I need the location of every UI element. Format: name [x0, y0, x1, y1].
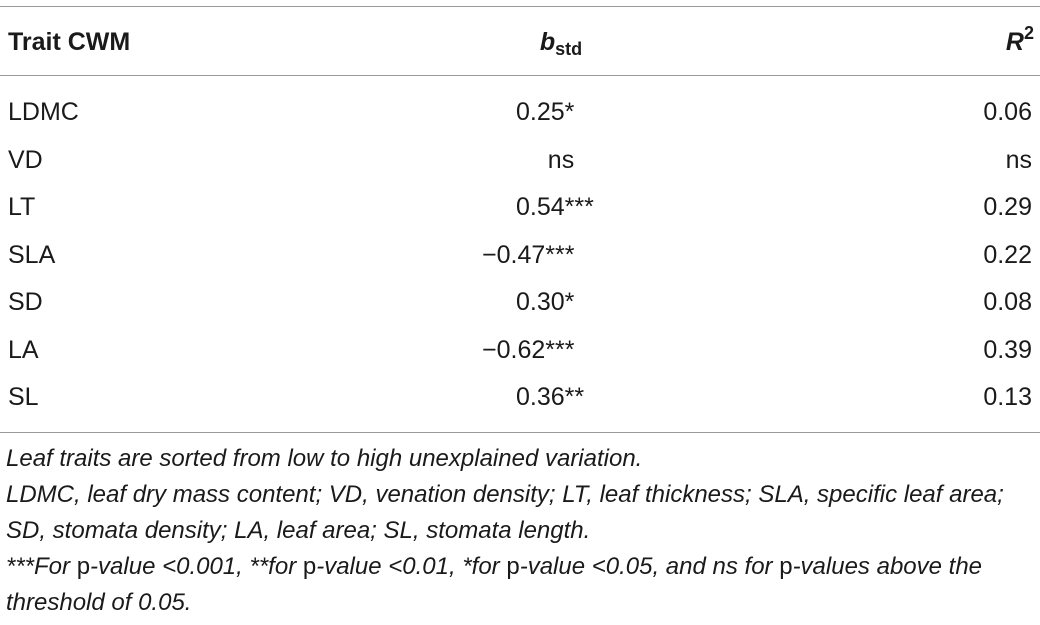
r2-cell: 0.13 — [983, 383, 1032, 411]
table-row: SLA −0.47*** 0.22 — [0, 232, 1040, 280]
b-std-value: −0.62*** — [482, 335, 575, 364]
b-std-value: 0.30* — [516, 288, 575, 316]
table-header-rule — [0, 75, 1040, 76]
footnote-part: ***For — [6, 553, 77, 580]
trait-cell: SLA — [8, 240, 56, 269]
table-footnotes: Leaf traits are sorted from low to high … — [6, 441, 1036, 621]
table-row: LDMC 0.25* 0.06 — [0, 89, 1040, 137]
footnote-part: -value <0.05, and ns for — [519, 553, 780, 580]
b-std-value: ns — [547, 145, 575, 174]
r2-cell: 0.08 — [983, 288, 1032, 316]
header-b-std-sub: std — [555, 39, 583, 59]
header-r2-main: R — [1005, 28, 1024, 56]
b-std-cell: 0.36** — [0, 374, 1040, 422]
footnote-p-symbol: p — [779, 553, 793, 580]
r2-cell: 0.29 — [983, 193, 1032, 221]
b-std-value: −0.47*** — [482, 240, 575, 269]
b-std-cell: 0.30* — [0, 279, 1040, 327]
trait-cell: LT — [8, 193, 36, 221]
b-std-cell: ns — [0, 137, 1040, 185]
trait-cell: SD — [8, 288, 43, 316]
table-row: SL 0.36** 0.13 — [0, 374, 1040, 422]
table-row: VD ns ns — [0, 137, 1040, 185]
footnote-significance: ***For p-value <0.001, **for p-value <0.… — [6, 549, 1036, 621]
b-std-cell: 0.54*** — [0, 184, 1040, 232]
b-std-value: 0.54*** — [516, 193, 594, 221]
trait-cell: LDMC — [8, 98, 79, 126]
footnote-p-symbol: p — [302, 553, 317, 580]
footnote-abbreviations: LDMC, leaf dry mass content; VD, venatio… — [6, 481, 1004, 544]
footnote-p-symbol: p — [506, 553, 520, 580]
table-body: LDMC 0.25* 0.06 VD ns ns LT 0.54*** 0.29… — [0, 89, 1040, 422]
trait-cell: SL — [8, 383, 39, 411]
footnote-part: -values above the threshold of 0.05. — [6, 553, 983, 616]
header-trait-cwm: Trait CWM — [8, 28, 131, 56]
trait-cell: LA — [8, 335, 39, 364]
table-row: SD 0.30* 0.08 — [0, 279, 1040, 327]
header-r2: R2 — [1006, 24, 1034, 60]
table-top-rule — [0, 6, 1040, 7]
r2-cell: 0.39 — [983, 335, 1032, 364]
r2-cell: 0.22 — [983, 240, 1032, 269]
r2-cell: ns — [1005, 145, 1032, 174]
header-b-std-main: b — [539, 28, 556, 56]
footnote-p-symbol: p — [76, 553, 91, 580]
footnote-part: -value <0.01, *for — [316, 553, 507, 580]
footnote-part: -value <0.001, **for — [90, 553, 303, 580]
header-b-std: bstd — [0, 24, 1040, 60]
table-row: LT 0.54*** 0.29 — [0, 184, 1040, 232]
b-std-value: 0.25* — [516, 98, 575, 126]
table-bottom-rule — [0, 432, 1040, 433]
b-std-cell: −0.47*** — [0, 232, 1040, 280]
footnote-sorting: Leaf traits are sorted from low to high … — [6, 445, 643, 472]
trait-cell: VD — [8, 145, 43, 174]
table-row: LA −0.62*** 0.39 — [0, 327, 1040, 375]
header-r2-sup: 2 — [1023, 23, 1034, 43]
r2-cell: 0.06 — [983, 98, 1032, 126]
b-std-value: 0.36** — [516, 383, 585, 411]
b-std-cell: −0.62*** — [0, 327, 1040, 375]
b-std-cell: 0.25* — [0, 89, 1040, 137]
